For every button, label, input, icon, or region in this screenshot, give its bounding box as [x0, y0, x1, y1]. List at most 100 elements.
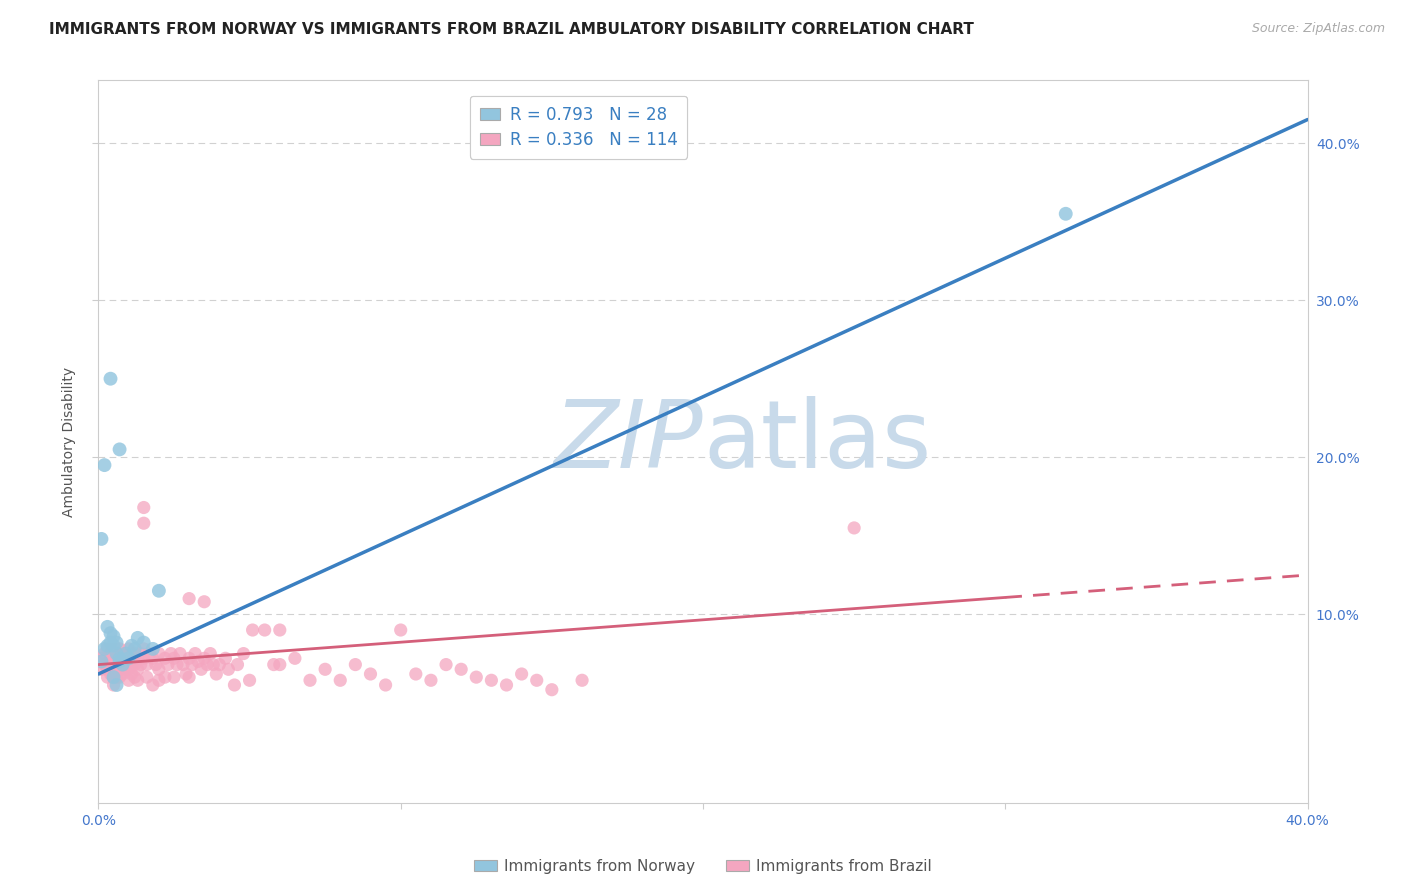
Point [121, 639, 143, 653]
Point [90, 655, 112, 669]
Point [148, 647, 170, 661]
Point [166, 657, 188, 672]
Point [284, 651, 307, 665]
Point [242, 623, 264, 637]
Point [124, 647, 146, 661]
Point [90, 532, 112, 546]
Point [174, 667, 197, 681]
Point [100, 626, 122, 640]
Point [114, 647, 136, 661]
Point [571, 673, 593, 688]
Point [96, 641, 118, 656]
Point [374, 678, 396, 692]
Point [111, 657, 134, 672]
Point [153, 670, 176, 684]
Point [93, 458, 115, 472]
Point [121, 647, 143, 661]
Point [132, 500, 155, 515]
Point [127, 662, 149, 676]
Point [200, 647, 222, 661]
Point [142, 678, 165, 692]
Point [299, 673, 322, 688]
Point [179, 651, 201, 665]
Point [96, 670, 118, 684]
Point [360, 667, 382, 681]
Point [103, 651, 125, 665]
Point [90, 662, 112, 676]
Point [118, 673, 141, 688]
Point [239, 673, 262, 688]
Point [132, 516, 155, 531]
Point [132, 641, 155, 656]
Point [108, 641, 131, 656]
Point [844, 521, 866, 535]
Point [111, 657, 134, 672]
Point [96, 620, 118, 634]
Point [100, 647, 122, 661]
Point [135, 670, 157, 684]
Point [389, 623, 412, 637]
Legend: Immigrants from Norway, Immigrants from Brazil: Immigrants from Norway, Immigrants from … [468, 853, 938, 880]
Point [103, 629, 125, 643]
Point [103, 670, 125, 684]
Point [163, 651, 186, 665]
Point [481, 673, 503, 688]
Point [100, 372, 122, 386]
Text: IMMIGRANTS FROM NORWAY VS IMMIGRANTS FROM BRAZIL AMBULATORY DISABILITY CORRELATI: IMMIGRANTS FROM NORWAY VS IMMIGRANTS FRO… [49, 22, 974, 37]
Point [160, 647, 183, 661]
Point [108, 655, 131, 669]
Point [93, 657, 115, 672]
Point [344, 657, 367, 672]
Point [214, 651, 236, 665]
Point [129, 657, 152, 672]
Point [100, 667, 122, 681]
Point [93, 641, 115, 656]
Point [208, 657, 231, 672]
Point [184, 647, 207, 661]
Point [329, 673, 352, 688]
Point [153, 651, 176, 665]
Point [124, 657, 146, 672]
Text: ZIP: ZIP [554, 396, 703, 487]
Point [121, 667, 143, 681]
Point [224, 678, 246, 692]
Point [108, 651, 131, 665]
Point [495, 678, 517, 692]
Point [124, 641, 146, 656]
Point [114, 651, 136, 665]
Point [105, 678, 128, 692]
Point [142, 641, 165, 656]
Point [1054, 207, 1077, 221]
Point [127, 631, 149, 645]
Point [124, 670, 146, 684]
Point [103, 641, 125, 656]
Point [121, 657, 143, 672]
Point [108, 651, 131, 665]
Point [205, 667, 228, 681]
Point [108, 442, 131, 457]
Point [172, 657, 194, 672]
Point [93, 647, 115, 661]
Point [314, 662, 336, 676]
Point [114, 662, 136, 676]
Text: Source: ZipAtlas.com: Source: ZipAtlas.com [1251, 22, 1385, 36]
Point [540, 682, 562, 697]
Point [405, 667, 427, 681]
Point [103, 670, 125, 684]
Point [96, 662, 118, 676]
Point [434, 657, 457, 672]
Point [156, 657, 179, 672]
Point [103, 639, 125, 653]
Point [526, 673, 548, 688]
Point [118, 662, 141, 676]
Point [193, 595, 215, 609]
Point [111, 667, 134, 681]
Point [111, 647, 134, 661]
Point [179, 670, 201, 684]
Point [105, 662, 128, 676]
Point [100, 655, 122, 669]
Point [179, 591, 201, 606]
Y-axis label: Ambulatory Disability: Ambulatory Disability [62, 367, 76, 516]
Point [163, 670, 186, 684]
Point [148, 662, 170, 676]
